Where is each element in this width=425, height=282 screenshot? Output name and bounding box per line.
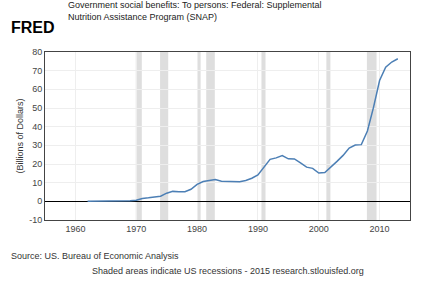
- svg-text:60: 60: [32, 84, 42, 94]
- svg-text:80: 80: [32, 47, 42, 57]
- svg-text:30: 30: [32, 140, 42, 150]
- svg-text:0: 0: [37, 196, 42, 206]
- svg-text:1960: 1960: [65, 224, 85, 234]
- svg-text:20: 20: [32, 159, 42, 169]
- svg-text:1970: 1970: [126, 224, 146, 234]
- svg-text:-10: -10: [29, 215, 42, 225]
- svg-text:50: 50: [32, 103, 42, 113]
- svg-text:(Billions of Dollars): (Billions of Dollars): [15, 98, 25, 173]
- svg-text:10: 10: [32, 178, 42, 188]
- svg-text:70: 70: [32, 66, 42, 76]
- svg-text:Source: US. Bureau of Economic: Source: US. Bureau of Economic Analysis: [11, 251, 179, 261]
- svg-text:1990: 1990: [248, 224, 268, 234]
- svg-text:1980: 1980: [187, 224, 207, 234]
- svg-text:Government social benefits: To: Government social benefits: To persons: …: [68, 0, 321, 22]
- svg-text:FRED: FRED: [11, 19, 55, 36]
- svg-text:Shaded areas indicate US reces: Shaded areas indicate US recessions - 20…: [92, 266, 364, 276]
- svg-text:2000: 2000: [309, 224, 329, 234]
- svg-text:2010: 2010: [370, 224, 390, 234]
- svg-text:40: 40: [32, 122, 42, 132]
